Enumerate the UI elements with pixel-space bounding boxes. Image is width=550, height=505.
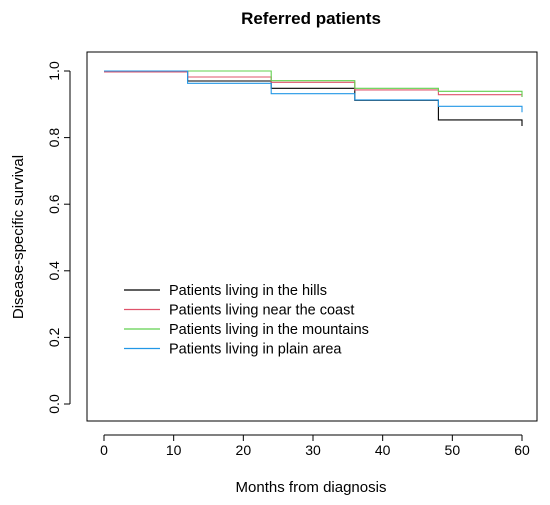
x-tick-label: 0 [100, 442, 108, 458]
plot-frame [86, 51, 538, 422]
legend-label-4: Patients living in plain area [169, 342, 342, 358]
x-tick-label: 20 [236, 442, 252, 458]
y-axis-label: Disease-specific survival [10, 155, 27, 319]
x-tick-label: 30 [305, 442, 321, 458]
series-group [104, 70, 523, 126]
x-axis: 0 10 20 30 40 50 60 [100, 434, 530, 458]
y-tick-label: 0.4 [46, 261, 62, 281]
legend-label-2: Patients living near the coast [169, 303, 354, 319]
x-tick-label: 50 [445, 442, 461, 458]
x-axis-label: Months from diagnosis [236, 479, 387, 496]
y-tick-label: 0.6 [46, 194, 62, 214]
x-tick-label: 60 [514, 442, 530, 458]
series-line-3 [104, 70, 523, 97]
y-tick-label: 1.0 [46, 61, 62, 81]
x-tick-label: 40 [375, 442, 391, 458]
series-line-1 [104, 70, 523, 126]
chart-title: Referred patients [241, 9, 381, 28]
legend-label-3: Patients living in the mountains [169, 322, 369, 338]
y-tick-label: 0.2 [46, 327, 62, 347]
y-tick-label: 0.8 [46, 128, 62, 148]
y-tick-label: 0.0 [46, 394, 62, 414]
x-tick-label: 10 [166, 442, 182, 458]
series-line-4 [104, 70, 523, 113]
legend-label-1: Patients living in the hills [169, 283, 327, 299]
y-axis: 0.0 0.2 0.4 0.6 0.8 1.0 [46, 61, 71, 414]
legend: Patients living in the hills Patients liv… [124, 283, 369, 358]
